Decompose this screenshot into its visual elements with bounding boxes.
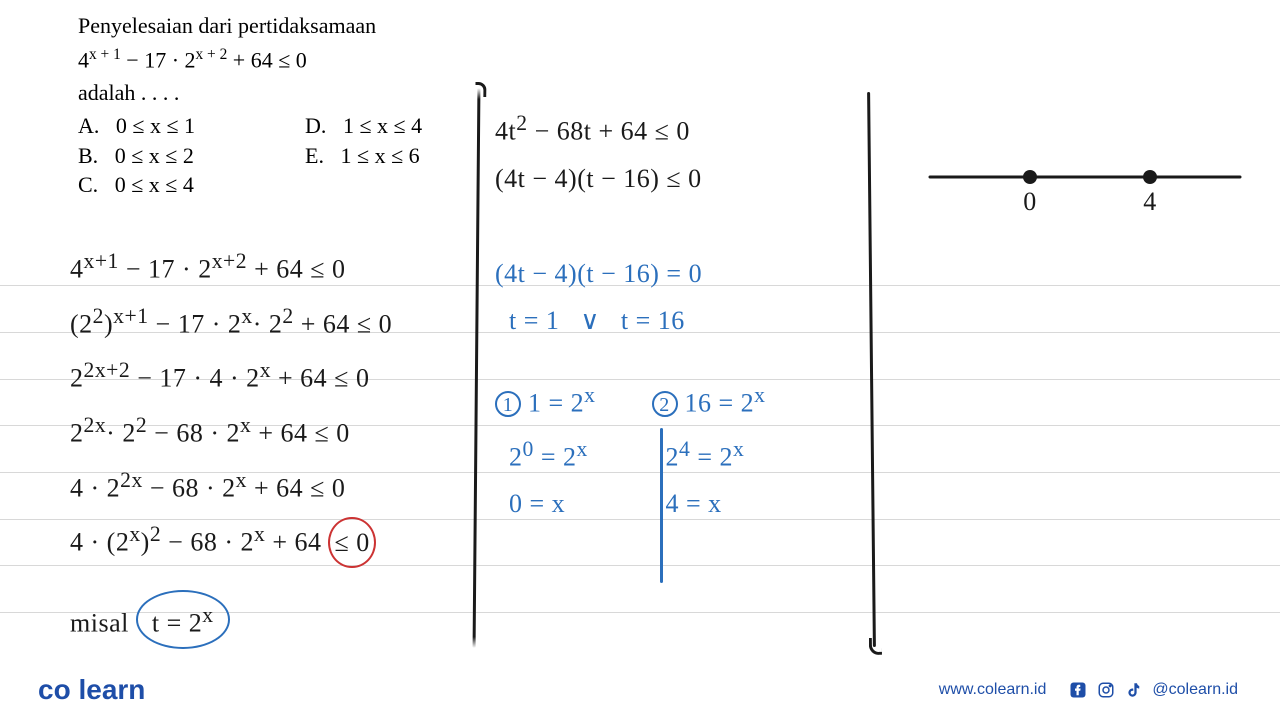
- footer-url: www.colearn.id: [939, 681, 1047, 699]
- option-a: A. 0 ≤ x ≤ 1: [78, 111, 195, 141]
- svg-text:0: 0: [1023, 187, 1037, 216]
- work-line: 22x· 22 − 68 · 2x + 64 ≤ 0: [70, 402, 392, 457]
- footer: co learn www.colearn.id @colearn.id: [0, 674, 1280, 706]
- misal-line: misal t = 2x: [70, 590, 392, 649]
- options-row: A. 0 ≤ x ≤ 1 B. 0 ≤ x ≤ 2 C. 0 ≤ x ≤ 4 D…: [78, 111, 422, 200]
- question-block: Penyelesaian dari pertidaksamaan 4x + 1 …: [78, 12, 422, 200]
- options-col-2: D. 1 ≤ x ≤ 4 E. 1 ≤ x ≤ 6: [305, 111, 422, 200]
- sub-columns: 1 1 = 2x 20 = 2x 0 = x 2 16 = 2x 24 = 2x…: [495, 372, 766, 527]
- work-line: (22)x+1 − 17 · 2x· 22 + 64 ≤ 0: [70, 293, 392, 348]
- logo-co: co: [38, 674, 71, 705]
- tiktok-icon: [1124, 680, 1144, 700]
- work-line: (4t − 4)(t − 16) ≤ 0: [495, 155, 766, 202]
- work-line: 4t2 − 68t + 64 ≤ 0: [495, 100, 766, 155]
- sub-col-left: 1 1 = 2x 20 = 2x 0 = x: [495, 372, 596, 527]
- brand-logo: co learn: [38, 674, 145, 706]
- option-d: D. 1 ≤ x ≤ 4: [305, 111, 422, 141]
- work-line: 0 = x: [495, 481, 596, 527]
- option-b: B. 0 ≤ x ≤ 2: [78, 141, 195, 171]
- work-line: t = 1 ∨ t = 16: [495, 297, 766, 344]
- work-line: 4x+1 − 17 · 2x+2 + 64 ≤ 0: [70, 238, 392, 293]
- question-line-1: Penyelesaian dari pertidaksamaan: [78, 12, 422, 41]
- work-line: 4 · (2x)2 − 68 · 2x + 64 ≤ 0: [70, 511, 392, 568]
- logo-learn: learn: [78, 674, 145, 705]
- work-line: (4t − 4)(t − 16) = 0: [495, 250, 766, 297]
- option-e: E. 1 ≤ x ≤ 6: [305, 141, 422, 171]
- work-line: 4 · 22x − 68 · 2x + 64 ≤ 0: [70, 457, 392, 512]
- instagram-icon: [1096, 680, 1116, 700]
- options-col-1: A. 0 ≤ x ≤ 1 B. 0 ≤ x ≤ 2 C. 0 ≤ x ≤ 4: [78, 111, 195, 200]
- work-line: 24 = 2x: [652, 426, 766, 481]
- work-line: 22x+2 − 17 · 4 · 2x + 64 ≤ 0: [70, 347, 392, 402]
- footer-right: www.colearn.id @colearn.id: [939, 680, 1238, 700]
- vertical-divider-1: [473, 88, 481, 648]
- work-column-2: 4t2 − 68t + 64 ≤ 0 (4t − 4)(t − 16) ≤ 0 …: [495, 100, 766, 527]
- spacer: [495, 344, 766, 372]
- facebook-icon: [1068, 680, 1088, 700]
- work-line: 20 = 2x: [495, 426, 596, 481]
- number-line: 0 4: [920, 145, 1250, 230]
- spacer: [495, 202, 766, 250]
- work-line: 4 = x: [652, 481, 766, 527]
- work-column-1: 4x+1 − 17 · 2x+2 + 64 ≤ 0 (22)x+1 − 17 ·…: [70, 238, 392, 649]
- work-line: 2 16 = 2x: [652, 372, 766, 427]
- footer-handle: @colearn.id: [1152, 681, 1238, 699]
- social-icons: @colearn.id: [1068, 680, 1238, 700]
- vertical-divider-2: [867, 92, 876, 647]
- sub-col-right: 2 16 = 2x 24 = 2x 4 = x: [652, 372, 766, 527]
- work-line: 1 1 = 2x: [495, 372, 596, 427]
- svg-text:4: 4: [1143, 187, 1157, 216]
- page-root: Penyelesaian dari pertidaksamaan 4x + 1 …: [0, 0, 1280, 720]
- option-c: C. 0 ≤ x ≤ 4: [78, 170, 195, 200]
- question-line-3: adalah . . . .: [78, 79, 422, 108]
- question-line-2: 4x + 1 − 17 · 2x + 2 + 64 ≤ 0: [78, 45, 422, 75]
